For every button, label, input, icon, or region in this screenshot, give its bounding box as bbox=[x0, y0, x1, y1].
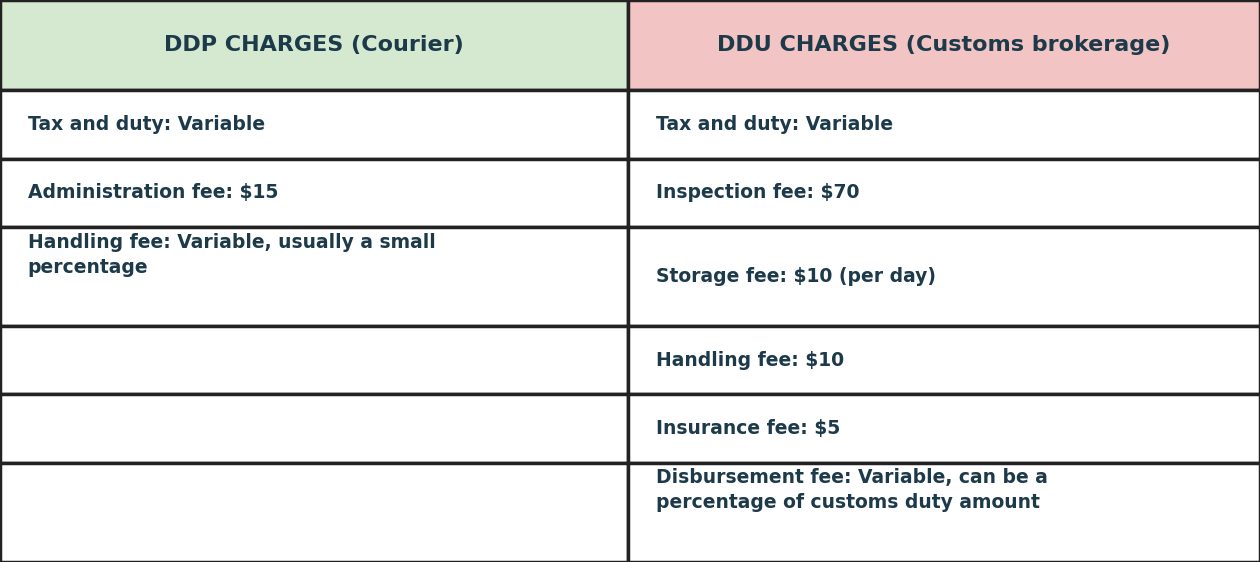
Bar bbox=[0, 463, 627, 562]
Text: Disbursement fee: Variable, can be a
percentage of customs duty amount: Disbursement fee: Variable, can be a per… bbox=[655, 469, 1047, 513]
Bar bbox=[627, 0, 1260, 90]
Bar bbox=[0, 158, 627, 227]
Text: Handling fee: $10: Handling fee: $10 bbox=[655, 351, 844, 370]
Bar bbox=[0, 326, 627, 395]
Text: Tax and duty: Variable: Tax and duty: Variable bbox=[655, 115, 893, 134]
Text: Insurance fee: $5: Insurance fee: $5 bbox=[655, 419, 840, 438]
Text: DDP CHARGES (Courier): DDP CHARGES (Courier) bbox=[164, 35, 464, 55]
Text: Inspection fee: $70: Inspection fee: $70 bbox=[655, 183, 859, 202]
Bar bbox=[0, 0, 627, 90]
Bar bbox=[627, 463, 1260, 562]
Bar bbox=[627, 326, 1260, 395]
Bar bbox=[627, 90, 1260, 158]
Bar bbox=[0, 395, 627, 463]
Bar bbox=[0, 90, 627, 158]
Text: Handling fee: Variable, usually a small
percentage: Handling fee: Variable, usually a small … bbox=[28, 233, 436, 277]
Bar bbox=[627, 395, 1260, 463]
Bar bbox=[0, 227, 627, 326]
Bar bbox=[627, 158, 1260, 227]
Text: Tax and duty: Variable: Tax and duty: Variable bbox=[28, 115, 265, 134]
Text: Administration fee: $15: Administration fee: $15 bbox=[28, 183, 278, 202]
Bar bbox=[627, 227, 1260, 326]
Text: DDU CHARGES (Customs brokerage): DDU CHARGES (Customs brokerage) bbox=[717, 35, 1171, 55]
Text: Storage fee: $10 (per day): Storage fee: $10 (per day) bbox=[655, 267, 936, 286]
